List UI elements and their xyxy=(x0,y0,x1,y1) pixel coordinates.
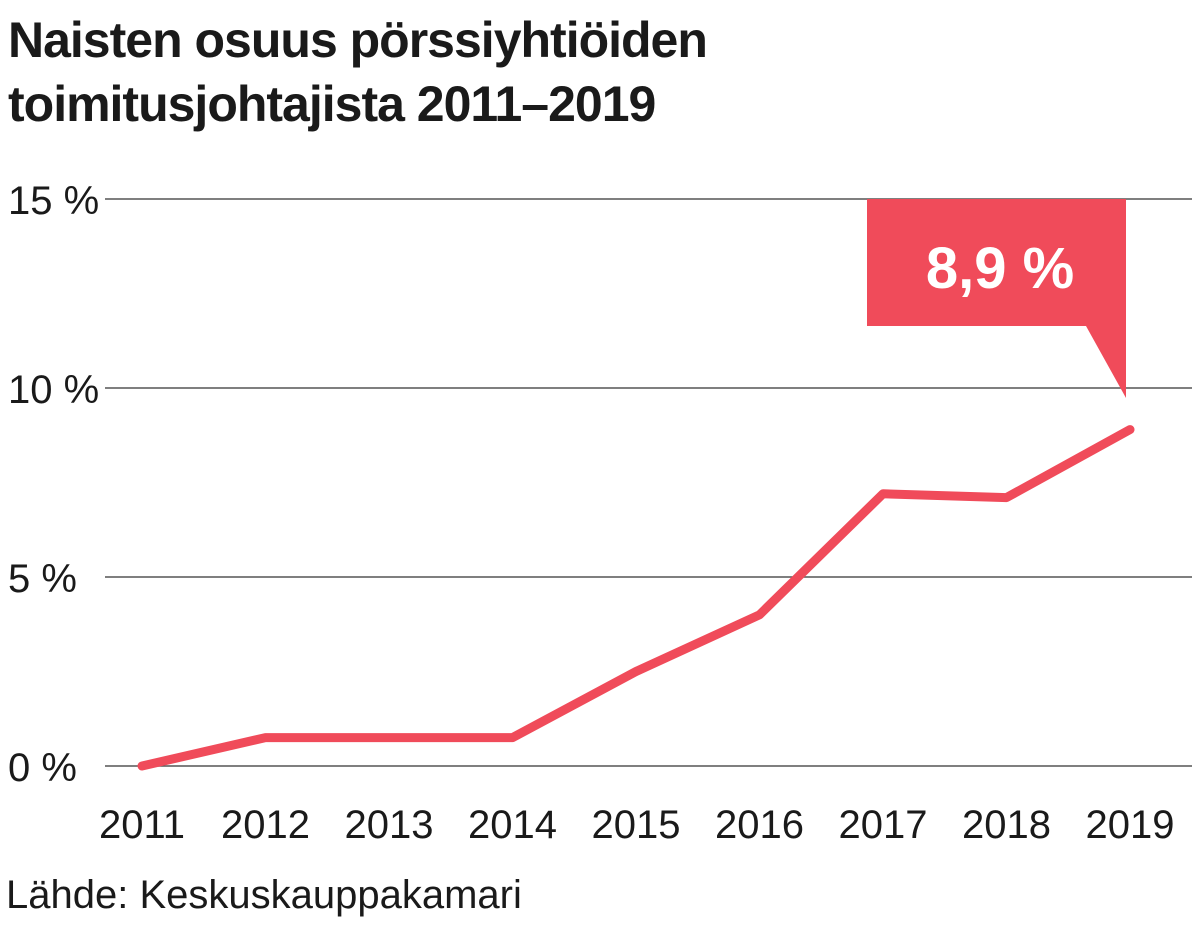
callout-label: 8,9 % xyxy=(926,236,1074,301)
y-tick-label: 10 % xyxy=(8,368,99,412)
x-tick-label: 2015 xyxy=(592,803,681,847)
x-tick-label: 2012 xyxy=(221,803,310,847)
y-tick-label: 15 % xyxy=(8,179,99,223)
series-line-layer xyxy=(137,425,1135,771)
x-tick-label: 2016 xyxy=(715,803,804,847)
chart-title: Naisten osuus pörssiyhtiöiden toimitusjo… xyxy=(8,8,1108,136)
source-note: Lähde: Keskuskauppakamari xyxy=(6,873,522,917)
x-tick-label: 2011 xyxy=(99,803,185,847)
chart-title-line-1: Naisten osuus pörssiyhtiöiden xyxy=(8,12,708,68)
chart-title-line-2: toimitusjohtajista 2011–2019 xyxy=(8,76,656,132)
value-callout: 8,9 % xyxy=(867,199,1126,398)
x-tick-label: 2018 xyxy=(962,803,1051,847)
x-axis-tick-labels: 2011 2012 2013 2014 2015 2016 2017 2018 2019 xyxy=(99,803,1175,847)
y-axis-tick-labels: 0 % 5 % 10 % 15 % xyxy=(8,179,99,790)
series-line xyxy=(137,425,1135,771)
x-tick-label: 2017 xyxy=(839,803,928,847)
x-tick-label: 2019 xyxy=(1086,803,1175,847)
x-tick-label: 2014 xyxy=(468,803,557,847)
y-tick-label: 0 % xyxy=(8,746,77,790)
x-tick-label: 2013 xyxy=(345,803,434,847)
y-tick-label: 5 % xyxy=(8,557,77,601)
callout-box xyxy=(867,199,1126,398)
